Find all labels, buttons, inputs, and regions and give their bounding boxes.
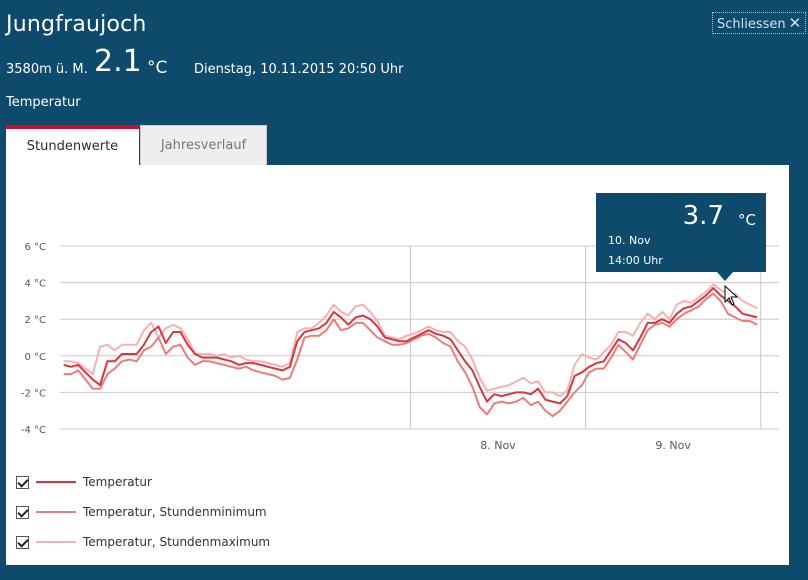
legend-label-temperature: Temperatur <box>83 475 152 489</box>
close-icon: ✕ <box>788 14 802 32</box>
series-line-maximum <box>63 283 758 398</box>
measurement-datetime: Dienstag, 10.11.2015 20:50 Uhr <box>194 62 404 77</box>
mouse-cursor-icon <box>724 284 739 306</box>
x-tick-label: 8. Nov <box>480 439 516 452</box>
legend-line-maximum <box>36 541 76 543</box>
close-button[interactable]: Schliessen ✕ <box>712 12 807 34</box>
legend-line-minimum <box>36 511 76 513</box>
legend-checkbox-temperature[interactable] <box>16 475 29 489</box>
chart-panel: 6 °C 4 °C 2 °C 0 °C -2 °C -4 °C 8. Nov 9. Nov 1… <box>6 165 789 565</box>
station-altitude: 3580m ü. M. <box>6 62 88 77</box>
tab-jahresverlauf[interactable]: Jahresverlauf <box>140 125 267 165</box>
temperature-chart[interactable]: 6 °C 4 °C 2 °C 0 °C -2 °C -4 °C 8. Nov 9. Nov 1… <box>6 165 789 465</box>
legend-line-temperature <box>36 481 76 483</box>
series-line-temperature <box>63 287 758 405</box>
y-tick-label: 2 °C <box>24 315 46 326</box>
y-tick-label: -2 °C <box>21 388 46 399</box>
parameter-label: Temperatur <box>6 95 81 110</box>
y-tick-label: 4 °C <box>24 279 46 290</box>
legend-checkbox-minimum[interactable] <box>16 505 29 519</box>
legend-label-minimum: Temperatur, Stundenminimum <box>83 505 267 519</box>
tab-stundenwerte[interactable]: Stundenwerte <box>6 125 139 165</box>
tooltip-value: 3.7 <box>682 201 724 231</box>
tooltip-date: 10. Nov <box>608 234 651 247</box>
tooltip-unit: °C <box>738 211 756 229</box>
y-tick-label: 0 °C <box>24 352 46 363</box>
series-line-minimum <box>63 292 758 418</box>
legend-checkbox-maximum[interactable] <box>16 535 29 549</box>
y-tick-label: -4 °C <box>21 425 46 436</box>
legend-item-minimum[interactable]: Temperatur, Stundenminimum <box>16 503 267 521</box>
y-tick-label: 6 °C <box>24 242 46 253</box>
x-tick-label: 9. Nov <box>655 439 691 452</box>
chart-tooltip: 3.7 °C 10. Nov 14:00 Uhr <box>596 193 766 281</box>
legend-item-maximum[interactable]: Temperatur, Stundenmaximum <box>16 533 270 551</box>
legend-item-temperature[interactable]: Temperatur <box>16 473 152 491</box>
tooltip-arrow <box>717 272 733 281</box>
current-temperature: 2.1 <box>94 44 142 79</box>
legend-label-maximum: Temperatur, Stundenmaximum <box>83 535 271 549</box>
tooltip-time: 14:00 Uhr <box>608 254 663 267</box>
current-temperature-unit: °C <box>147 58 168 78</box>
close-label: Schliessen <box>717 17 786 32</box>
station-title: Jungfraujoch <box>6 12 147 37</box>
